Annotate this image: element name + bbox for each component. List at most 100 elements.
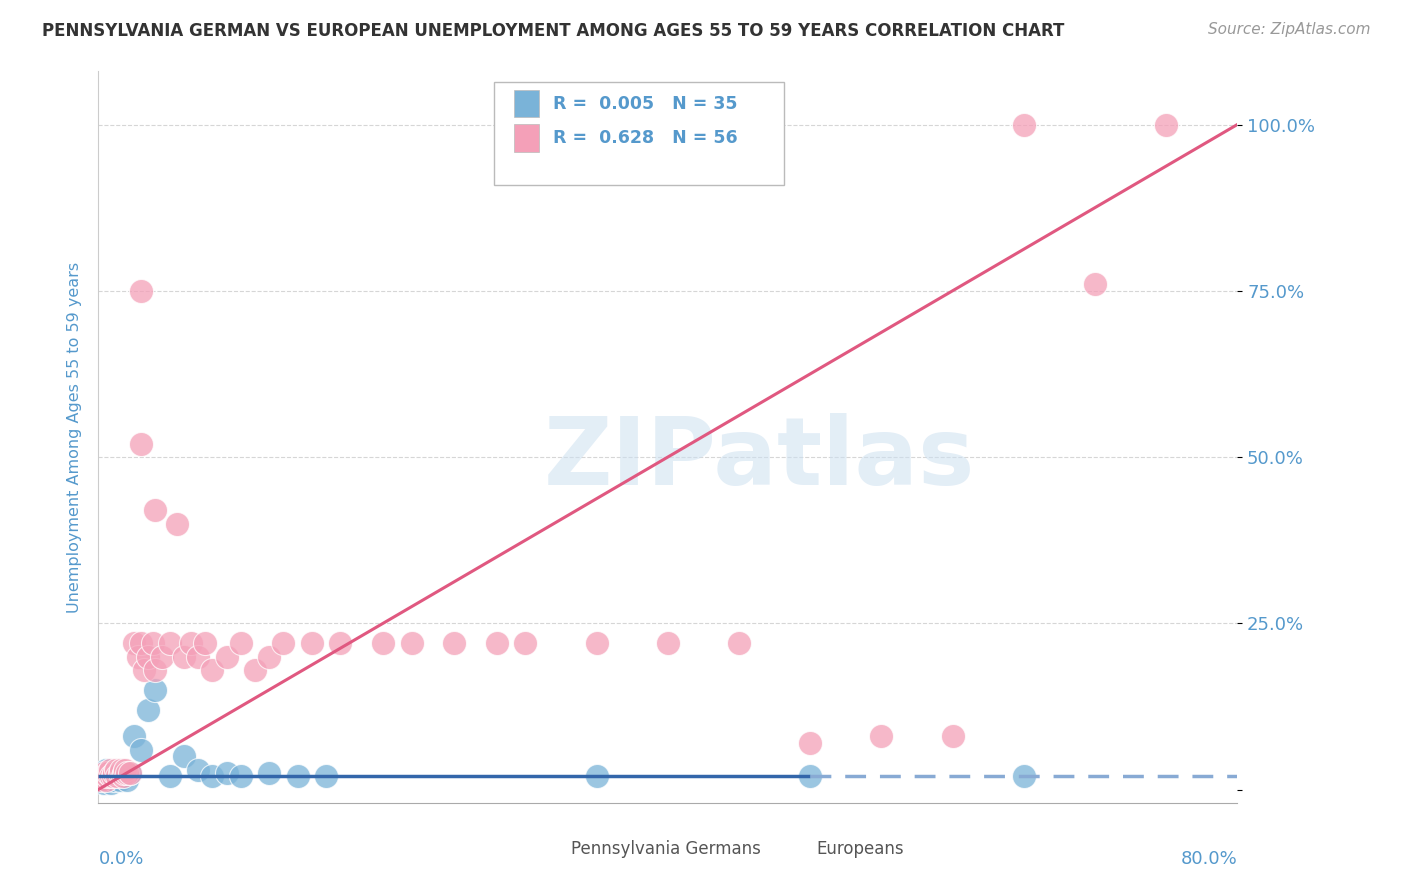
Point xyxy=(118,765,141,780)
Point xyxy=(194,636,217,650)
Point xyxy=(301,636,323,650)
Point xyxy=(401,636,423,650)
Point xyxy=(94,772,117,787)
Point xyxy=(136,649,159,664)
Point xyxy=(91,769,114,783)
Point xyxy=(129,436,152,450)
Point xyxy=(105,769,128,783)
Point xyxy=(1012,769,1035,783)
Point xyxy=(173,749,195,764)
Point xyxy=(187,763,209,777)
Point xyxy=(229,636,252,650)
Point xyxy=(243,663,266,677)
Point xyxy=(127,649,149,664)
Point xyxy=(97,769,120,783)
Point xyxy=(728,636,751,650)
Point xyxy=(114,763,136,777)
Point xyxy=(515,636,537,650)
FancyBboxPatch shape xyxy=(782,836,807,862)
FancyBboxPatch shape xyxy=(494,82,785,185)
Point xyxy=(132,663,155,677)
Point xyxy=(115,772,138,787)
Point xyxy=(259,649,281,664)
Point xyxy=(159,769,181,783)
Point xyxy=(96,769,118,783)
Point xyxy=(110,763,132,777)
Point xyxy=(94,769,117,783)
Point xyxy=(98,765,121,780)
Point xyxy=(187,649,209,664)
Point xyxy=(111,769,134,783)
Text: ZIPatlas: ZIPatlas xyxy=(543,413,974,505)
Point xyxy=(201,769,224,783)
Point xyxy=(215,765,238,780)
Point xyxy=(122,729,145,743)
Point xyxy=(101,769,124,783)
Point xyxy=(486,636,509,650)
Point xyxy=(118,765,141,780)
Point xyxy=(105,765,128,780)
Y-axis label: Unemployment Among Ages 55 to 59 years: Unemployment Among Ages 55 to 59 years xyxy=(66,261,82,613)
Point xyxy=(108,772,131,787)
Point xyxy=(115,765,138,780)
Point xyxy=(122,636,145,650)
FancyBboxPatch shape xyxy=(515,124,538,152)
Point xyxy=(100,776,122,790)
Point xyxy=(93,765,115,780)
Point xyxy=(870,729,893,743)
Point xyxy=(799,736,821,750)
Point xyxy=(96,772,118,787)
Point xyxy=(112,765,135,780)
Point xyxy=(97,765,120,780)
Point xyxy=(159,636,181,650)
Point xyxy=(373,636,395,650)
Point xyxy=(89,769,111,783)
Point xyxy=(129,284,152,298)
Point xyxy=(443,636,465,650)
Point xyxy=(98,763,121,777)
Point xyxy=(799,769,821,783)
Point xyxy=(229,769,252,783)
Point xyxy=(94,763,117,777)
Point xyxy=(112,769,135,783)
Text: Pennsylvania Germans: Pennsylvania Germans xyxy=(571,840,761,858)
Point xyxy=(287,769,309,783)
Point xyxy=(259,765,281,780)
Text: 0.0%: 0.0% xyxy=(98,850,143,868)
Point xyxy=(129,742,152,756)
Point xyxy=(103,772,125,787)
Point xyxy=(103,765,125,780)
Text: R =  0.005   N = 35: R = 0.005 N = 35 xyxy=(553,95,737,112)
Point xyxy=(101,769,124,783)
Point xyxy=(145,663,167,677)
Text: 80.0%: 80.0% xyxy=(1181,850,1237,868)
Point xyxy=(141,636,163,650)
Point xyxy=(1012,118,1035,132)
Point xyxy=(166,516,188,531)
Point xyxy=(145,503,167,517)
Point xyxy=(93,776,115,790)
Point xyxy=(585,636,607,650)
Point xyxy=(657,636,679,650)
Point xyxy=(89,769,111,783)
Point xyxy=(145,682,167,697)
Point xyxy=(100,769,122,783)
Point xyxy=(91,765,114,780)
FancyBboxPatch shape xyxy=(537,836,562,862)
Point xyxy=(104,763,127,777)
Point xyxy=(942,729,965,743)
Text: Europeans: Europeans xyxy=(815,840,904,858)
Point xyxy=(585,769,607,783)
Point xyxy=(152,649,174,664)
Point xyxy=(110,769,132,783)
Point xyxy=(104,769,127,783)
Point xyxy=(136,703,159,717)
FancyBboxPatch shape xyxy=(515,90,538,118)
Point xyxy=(315,769,337,783)
Point xyxy=(215,649,238,664)
Point xyxy=(273,636,295,650)
Point xyxy=(108,765,131,780)
Text: PENNSYLVANIA GERMAN VS EUROPEAN UNEMPLOYMENT AMONG AGES 55 TO 59 YEARS CORRELATI: PENNSYLVANIA GERMAN VS EUROPEAN UNEMPLOY… xyxy=(42,22,1064,40)
Point xyxy=(129,636,152,650)
Point xyxy=(1154,118,1177,132)
